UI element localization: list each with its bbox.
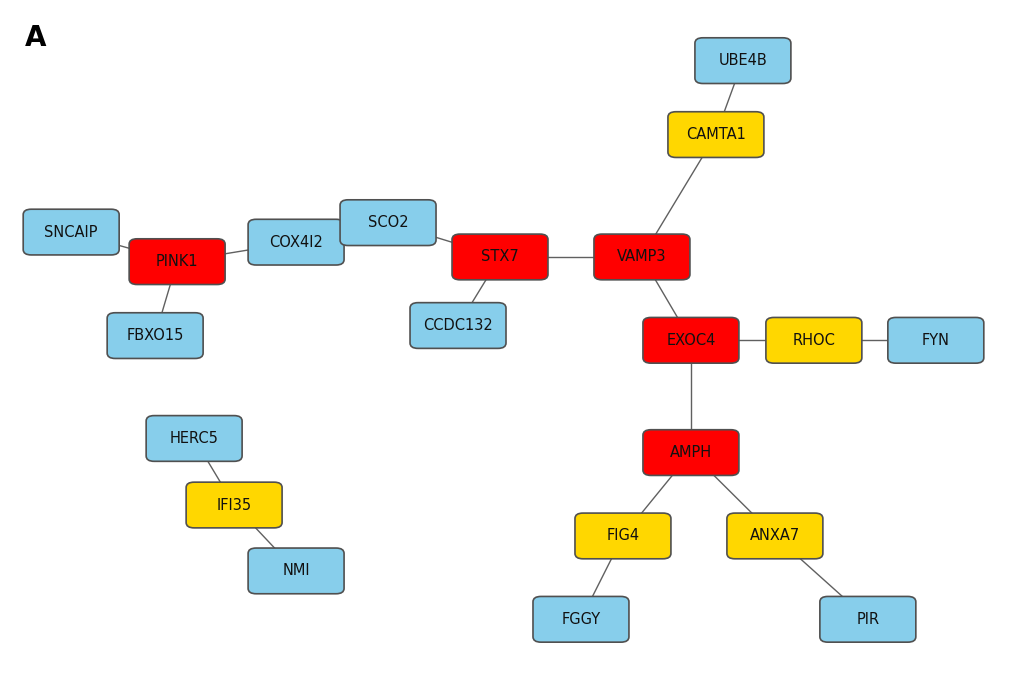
Text: PINK1: PINK1 (156, 254, 199, 269)
FancyBboxPatch shape (107, 313, 203, 359)
Text: EXOC4: EXOC4 (665, 333, 715, 348)
FancyBboxPatch shape (819, 596, 915, 642)
FancyBboxPatch shape (727, 513, 822, 559)
FancyBboxPatch shape (248, 220, 343, 265)
Text: UBE4B: UBE4B (717, 53, 766, 68)
Text: STX7: STX7 (481, 250, 519, 264)
Text: ANXA7: ANXA7 (749, 528, 799, 543)
FancyBboxPatch shape (410, 303, 505, 348)
Text: IFI35: IFI35 (216, 497, 252, 512)
Text: AMPH: AMPH (669, 445, 711, 460)
FancyBboxPatch shape (575, 513, 671, 559)
FancyBboxPatch shape (593, 234, 689, 280)
Text: NMI: NMI (282, 563, 310, 578)
Text: FYN: FYN (921, 333, 949, 348)
Text: A: A (25, 24, 47, 51)
Text: FIG4: FIG4 (606, 528, 639, 543)
FancyBboxPatch shape (129, 239, 225, 285)
FancyBboxPatch shape (667, 112, 763, 158)
Text: HERC5: HERC5 (169, 431, 218, 446)
FancyBboxPatch shape (248, 548, 343, 594)
FancyBboxPatch shape (451, 234, 547, 280)
FancyBboxPatch shape (533, 596, 629, 642)
FancyBboxPatch shape (146, 416, 242, 461)
FancyBboxPatch shape (765, 318, 861, 363)
FancyBboxPatch shape (23, 209, 119, 255)
Text: FBXO15: FBXO15 (126, 328, 183, 343)
Text: VAMP3: VAMP3 (616, 250, 666, 264)
Text: CAMTA1: CAMTA1 (686, 127, 745, 142)
Text: CCDC132: CCDC132 (423, 318, 492, 333)
FancyBboxPatch shape (887, 318, 983, 363)
FancyBboxPatch shape (694, 38, 790, 84)
Text: SNCAIP: SNCAIP (45, 224, 98, 239)
FancyBboxPatch shape (339, 200, 435, 246)
FancyBboxPatch shape (642, 429, 738, 475)
FancyBboxPatch shape (642, 318, 738, 363)
Text: FGGY: FGGY (560, 612, 600, 627)
FancyBboxPatch shape (185, 482, 282, 528)
Text: COX4I2: COX4I2 (269, 235, 323, 250)
Text: SCO2: SCO2 (368, 215, 408, 230)
Text: RHOC: RHOC (792, 333, 835, 348)
Text: PIR: PIR (856, 612, 878, 627)
